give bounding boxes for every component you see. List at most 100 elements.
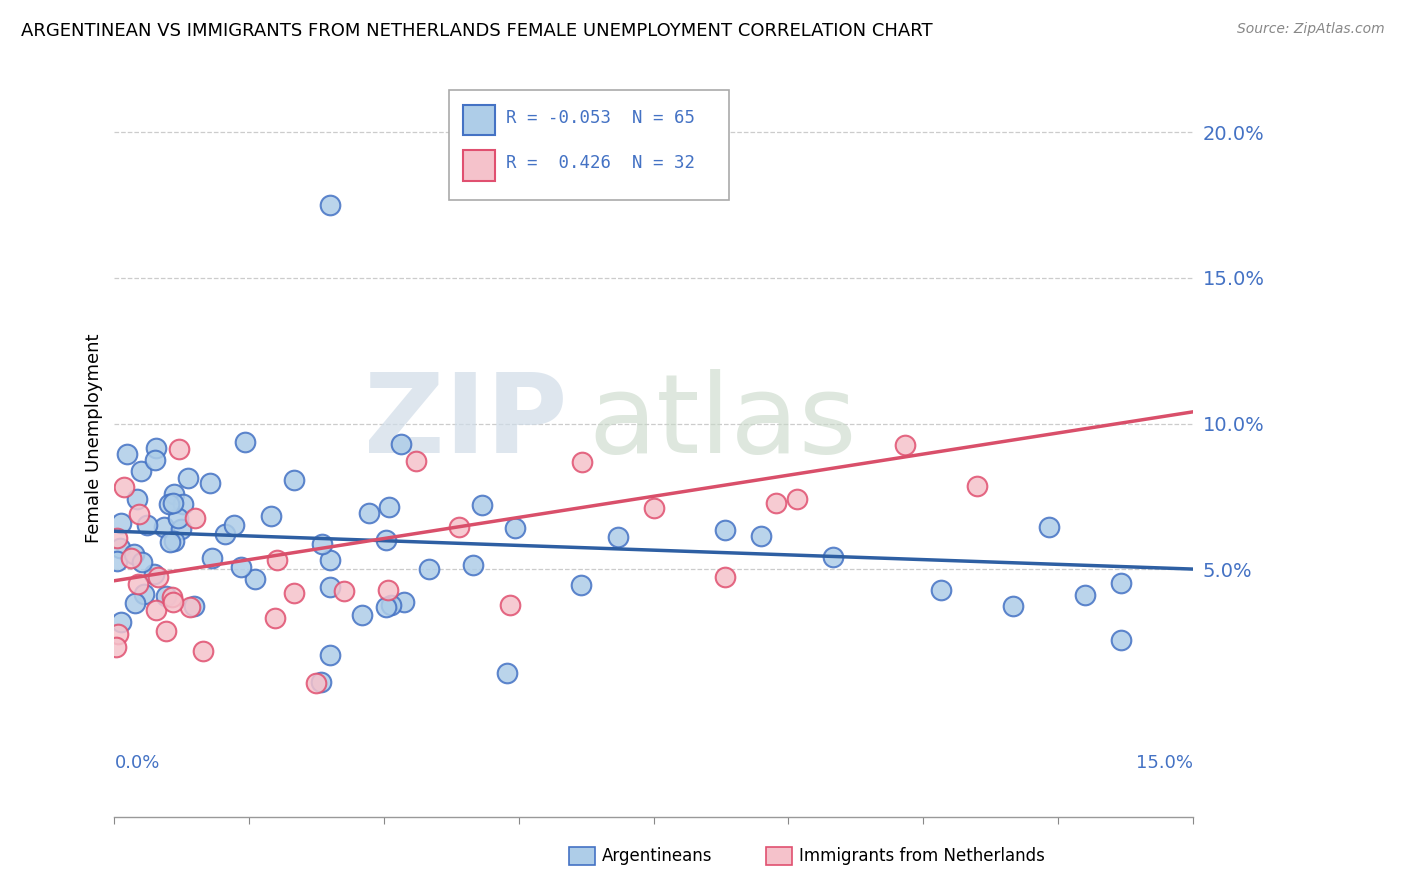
Text: ARGENTINEAN VS IMMIGRANTS FROM NETHERLANDS FEMALE UNEMPLOYMENT CORRELATION CHART: ARGENTINEAN VS IMMIGRANTS FROM NETHERLAN… [21, 22, 932, 40]
Point [145, 441, 167, 455]
Point [132, 587, 155, 601]
Text: atlas: atlas [589, 369, 858, 476]
Point [155, 590, 177, 604]
Point [319, 198, 342, 212]
Point [107, 627, 129, 641]
Point [184, 511, 207, 525]
Point [929, 582, 952, 597]
Point [823, 549, 845, 564]
Point [380, 599, 402, 613]
Point [765, 495, 787, 509]
Point [110, 615, 132, 629]
Point [571, 454, 593, 468]
Point [124, 596, 146, 610]
Text: Source: ZipAtlas.com: Source: ZipAtlas.com [1237, 22, 1385, 37]
Point [159, 535, 181, 549]
Point [495, 666, 517, 681]
Point [357, 506, 380, 520]
Point [283, 473, 305, 487]
Point [264, 611, 287, 625]
Point [751, 529, 773, 543]
Point [148, 570, 170, 584]
Point [163, 487, 186, 501]
Point [377, 583, 399, 598]
Point [375, 600, 398, 615]
Point [127, 577, 149, 591]
Point [155, 624, 177, 638]
Point [461, 558, 484, 572]
Text: 0.0%: 0.0% [114, 754, 160, 772]
Point [243, 572, 266, 586]
Point [162, 595, 184, 609]
Point [503, 521, 526, 535]
Point [233, 434, 256, 449]
Point [167, 511, 190, 525]
Point [311, 675, 333, 690]
Point [167, 442, 190, 457]
Point [333, 584, 356, 599]
Point [405, 453, 427, 467]
Point [153, 520, 176, 534]
Text: 15.0%: 15.0% [1136, 754, 1192, 772]
Point [1038, 519, 1060, 533]
Point [163, 534, 186, 549]
Point [319, 580, 342, 594]
Point [145, 602, 167, 616]
Point [606, 530, 628, 544]
Text: Immigrants from Netherlands: Immigrants from Netherlands [799, 847, 1045, 865]
Point [350, 608, 373, 623]
Point [110, 516, 132, 530]
Point [170, 522, 193, 536]
Point [201, 551, 224, 566]
Point [449, 519, 471, 533]
Bar [463, 105, 495, 136]
Point [499, 599, 522, 613]
Point [319, 648, 342, 663]
Text: R =  0.426  N = 32: R = 0.426 N = 32 [506, 154, 695, 172]
FancyBboxPatch shape [449, 90, 730, 200]
Point [157, 497, 180, 511]
Point [191, 643, 214, 657]
Point [305, 676, 328, 690]
Point [179, 600, 201, 615]
Point [374, 533, 396, 548]
Text: Argentineans: Argentineans [602, 847, 713, 865]
Point [418, 562, 440, 576]
Point [266, 553, 288, 567]
Point [894, 438, 917, 452]
Point [120, 551, 142, 566]
Point [643, 501, 665, 516]
Point [214, 527, 236, 541]
Point [135, 517, 157, 532]
Point [229, 560, 252, 574]
Point [112, 480, 135, 494]
Point [966, 479, 988, 493]
Point [319, 552, 342, 566]
Point [183, 599, 205, 614]
Point [1109, 575, 1132, 590]
Point [283, 585, 305, 599]
Point [224, 518, 246, 533]
Point [162, 496, 184, 510]
Point [105, 640, 128, 654]
Point [471, 498, 494, 512]
Point [378, 500, 401, 515]
Text: R = -0.053  N = 65: R = -0.053 N = 65 [506, 109, 695, 127]
Point [714, 570, 737, 584]
Point [260, 508, 283, 523]
Point [128, 507, 150, 521]
Y-axis label: Female Unemployment: Female Unemployment [86, 334, 103, 543]
Point [1109, 633, 1132, 648]
Point [714, 523, 737, 537]
Point [143, 453, 166, 467]
Point [392, 595, 415, 609]
Point [122, 548, 145, 562]
Point [1001, 599, 1024, 613]
Point [110, 541, 132, 555]
Point [389, 436, 412, 450]
Point [142, 567, 165, 582]
Point [160, 591, 183, 605]
Point [311, 536, 333, 550]
Point [786, 491, 808, 506]
Point [115, 447, 138, 461]
